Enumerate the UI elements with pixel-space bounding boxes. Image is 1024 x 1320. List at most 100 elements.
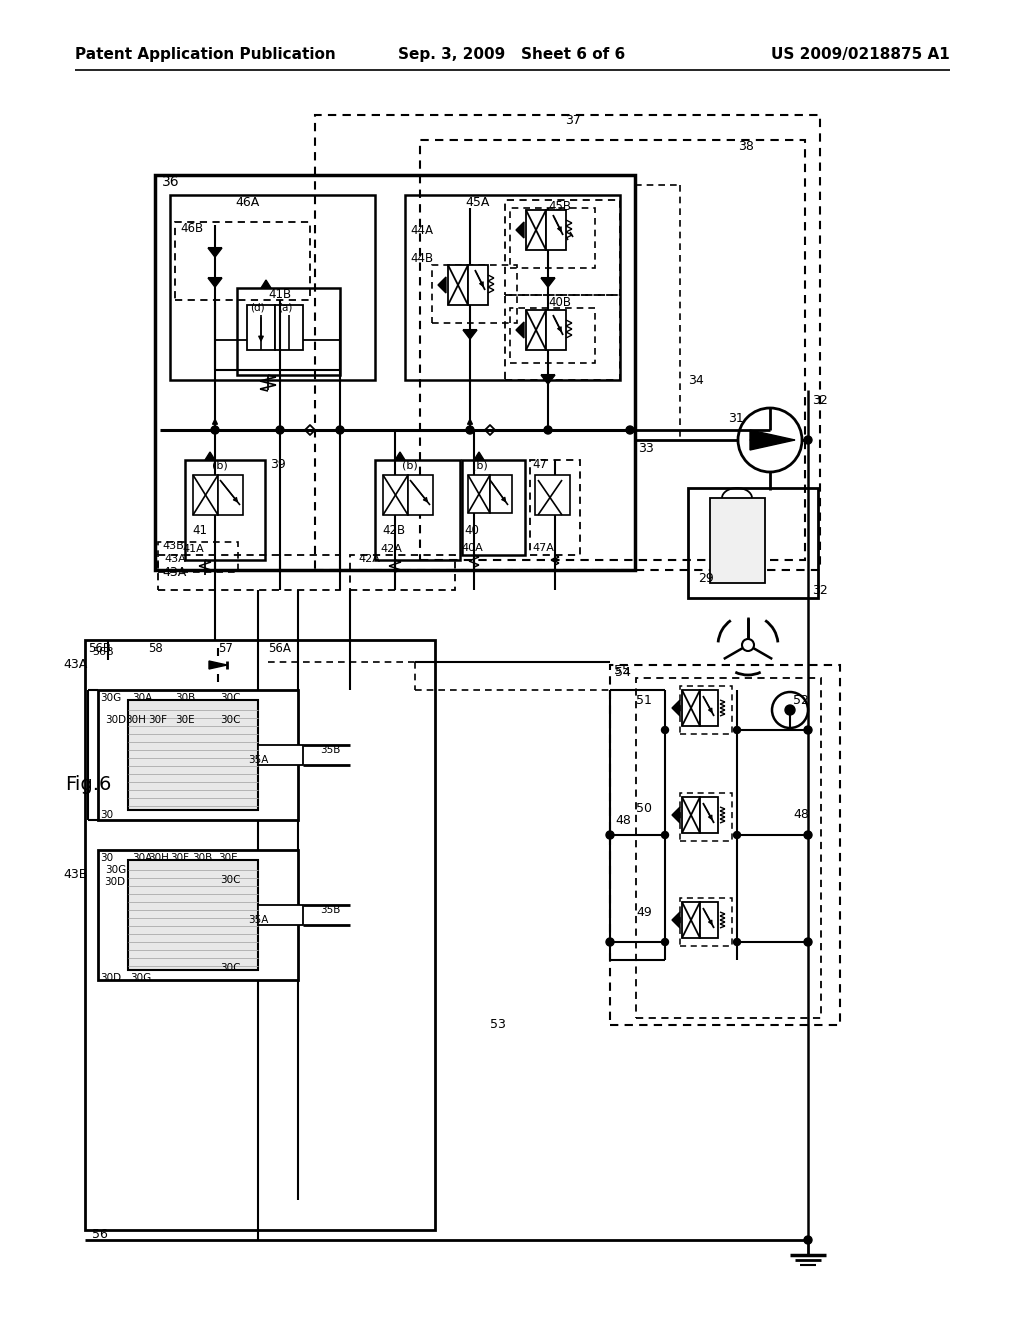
Text: 30H: 30H xyxy=(148,853,169,863)
Text: 53: 53 xyxy=(490,1019,506,1031)
Text: 43B: 43B xyxy=(63,869,88,882)
Text: 30F: 30F xyxy=(170,853,189,863)
Text: 54: 54 xyxy=(615,665,631,678)
Text: 48: 48 xyxy=(615,813,631,826)
Bar xyxy=(193,475,218,515)
Text: Sep. 3, 2009   Sheet 6 of 6: Sep. 3, 2009 Sheet 6 of 6 xyxy=(398,48,626,62)
Polygon shape xyxy=(750,440,795,450)
Text: 41A: 41A xyxy=(182,544,204,554)
Text: 40B: 40B xyxy=(548,296,571,309)
Bar xyxy=(170,195,375,380)
Polygon shape xyxy=(395,451,406,459)
Bar xyxy=(158,543,238,572)
Text: 43A: 43A xyxy=(164,554,185,564)
Bar xyxy=(688,488,818,598)
Bar xyxy=(462,459,525,554)
Text: (b): (b) xyxy=(212,459,228,470)
Circle shape xyxy=(733,832,740,838)
Polygon shape xyxy=(474,451,484,459)
Text: 44B: 44B xyxy=(410,252,433,264)
Text: 40: 40 xyxy=(464,524,479,536)
Text: 56B: 56B xyxy=(92,647,114,657)
Bar xyxy=(530,459,580,554)
Text: 42B: 42B xyxy=(382,524,406,536)
Bar xyxy=(155,176,635,570)
Text: 45A: 45A xyxy=(465,195,489,209)
Circle shape xyxy=(733,939,740,945)
Text: 29: 29 xyxy=(698,572,714,585)
Text: (b): (b) xyxy=(472,459,487,470)
Circle shape xyxy=(276,426,284,434)
Text: 30C: 30C xyxy=(220,715,241,725)
Text: Fig.6: Fig.6 xyxy=(65,776,112,795)
Text: 42A: 42A xyxy=(358,554,380,564)
Bar xyxy=(128,861,258,970)
Text: 30: 30 xyxy=(100,853,113,863)
Bar xyxy=(406,195,620,380)
Bar xyxy=(610,665,840,1026)
Bar xyxy=(490,475,512,513)
Text: US 2009/0218875 A1: US 2009/0218875 A1 xyxy=(771,48,950,62)
Bar xyxy=(680,793,732,841)
Text: 30C: 30C xyxy=(220,964,241,973)
Bar xyxy=(682,690,700,726)
Bar xyxy=(85,640,435,1230)
Bar xyxy=(350,554,455,590)
Circle shape xyxy=(733,726,740,734)
Circle shape xyxy=(804,832,812,840)
Bar xyxy=(526,210,546,249)
Text: 39: 39 xyxy=(270,458,286,470)
Text: 41B: 41B xyxy=(268,288,291,301)
Text: 33: 33 xyxy=(638,441,653,454)
Bar xyxy=(185,459,265,560)
Text: 30C: 30C xyxy=(220,693,241,704)
Text: 51: 51 xyxy=(636,693,652,706)
Text: 30D: 30D xyxy=(105,715,126,725)
Text: 30F: 30F xyxy=(148,715,167,725)
Circle shape xyxy=(336,426,344,434)
Polygon shape xyxy=(541,279,555,286)
Bar xyxy=(682,797,700,833)
Text: 30G: 30G xyxy=(105,865,126,875)
Bar xyxy=(526,310,546,350)
Polygon shape xyxy=(516,322,524,338)
Text: 30G: 30G xyxy=(130,973,152,983)
Circle shape xyxy=(662,726,669,734)
Polygon shape xyxy=(208,248,222,257)
Text: 48: 48 xyxy=(793,808,809,821)
Text: 43A: 43A xyxy=(63,659,88,672)
Circle shape xyxy=(606,832,614,840)
Bar xyxy=(128,700,258,810)
Text: 30C: 30C xyxy=(220,875,241,884)
Bar xyxy=(315,115,820,570)
Text: 34: 34 xyxy=(688,374,703,387)
Circle shape xyxy=(662,939,669,945)
Text: 46A: 46A xyxy=(234,195,259,209)
Text: 30D: 30D xyxy=(104,876,125,887)
Bar xyxy=(275,305,303,350)
Bar xyxy=(237,288,340,375)
Polygon shape xyxy=(672,807,680,822)
Circle shape xyxy=(466,426,474,434)
Bar xyxy=(510,209,595,268)
Text: 38: 38 xyxy=(738,140,754,153)
Text: 43A: 43A xyxy=(162,565,186,578)
Polygon shape xyxy=(541,375,555,384)
Bar xyxy=(468,475,490,513)
Bar xyxy=(449,265,468,305)
Bar xyxy=(546,310,566,350)
Text: 47: 47 xyxy=(532,458,547,470)
Polygon shape xyxy=(209,661,227,669)
Polygon shape xyxy=(516,222,524,238)
Text: Patent Application Publication: Patent Application Publication xyxy=(75,48,336,62)
Polygon shape xyxy=(208,279,222,286)
Text: 30: 30 xyxy=(100,810,113,820)
Circle shape xyxy=(785,705,795,715)
Circle shape xyxy=(544,426,552,434)
Bar xyxy=(468,265,488,305)
Polygon shape xyxy=(750,430,795,440)
Text: 49: 49 xyxy=(636,906,651,919)
Bar xyxy=(408,475,433,515)
Bar xyxy=(420,140,805,560)
Bar xyxy=(680,686,732,734)
